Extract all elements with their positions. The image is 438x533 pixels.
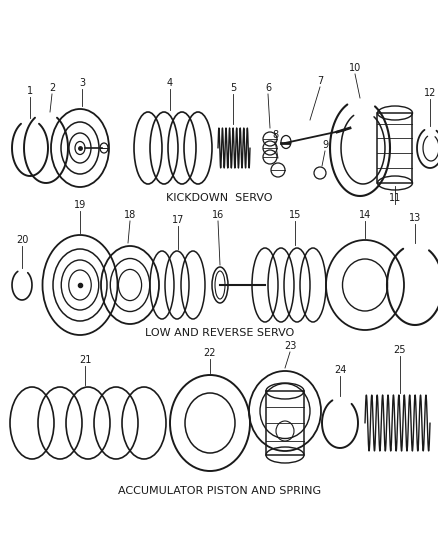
Text: KICKDOWN  SERVO: KICKDOWN SERVO [166,193,272,203]
Text: 24: 24 [333,365,346,375]
Text: 1: 1 [27,86,33,96]
Text: 3: 3 [79,78,85,88]
Bar [265,391,303,455]
Text: 9: 9 [321,140,327,150]
Ellipse shape [215,271,225,299]
Text: LOW AND REVERSE SERVO: LOW AND REVERSE SERVO [145,328,293,338]
Text: 5: 5 [230,83,236,93]
Text: 22: 22 [203,348,216,358]
Text: 12: 12 [423,88,435,98]
Text: 18: 18 [124,210,136,220]
Text: 8: 8 [271,130,277,140]
Text: 2: 2 [49,83,55,93]
Text: ACCUMULATOR PISTON AND SPRING: ACCUMULATOR PISTON AND SPRING [118,486,320,496]
Text: 19: 19 [74,200,86,210]
Text: 7: 7 [316,76,322,86]
Text: 11: 11 [388,193,400,203]
Text: 20: 20 [16,235,28,245]
Text: 10: 10 [348,63,360,73]
Text: 15: 15 [288,210,300,220]
Text: 23: 23 [283,341,296,351]
Text: 6: 6 [265,83,270,93]
Text: 21: 21 [79,355,91,365]
Bar [377,113,412,183]
Text: 25: 25 [393,345,405,355]
Text: 14: 14 [358,210,370,220]
Text: 13: 13 [408,213,420,223]
Text: 16: 16 [212,210,224,220]
Text: 17: 17 [171,215,184,225]
Text: 4: 4 [166,78,173,88]
